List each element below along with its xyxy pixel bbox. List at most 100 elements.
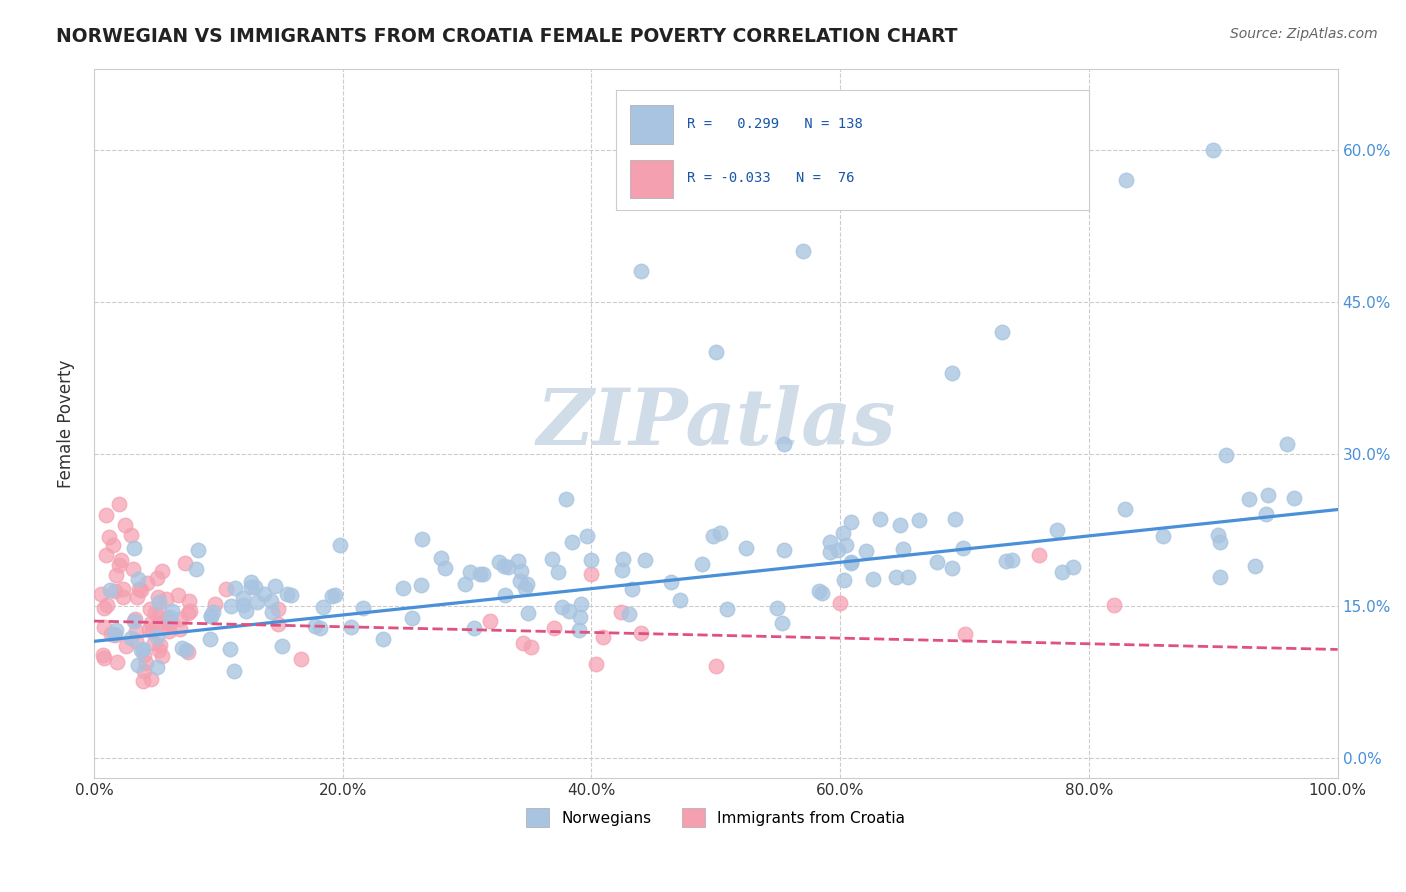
Point — [156, 611, 179, 625]
Point — [148, 616, 170, 631]
Point — [716, 601, 738, 615]
Point — [513, 581, 536, 595]
Point — [1114, 501, 1136, 516]
Point — [101, 538, 124, 552]
Point — [471, 567, 494, 582]
Point — [494, 588, 516, 602]
Point — [1275, 437, 1298, 451]
Point — [124, 612, 146, 626]
Point — [201, 605, 224, 619]
Point — [129, 582, 152, 597]
Point — [690, 558, 713, 572]
Point — [941, 561, 963, 575]
Point — [276, 586, 298, 600]
Point — [1001, 553, 1024, 567]
Point — [496, 560, 519, 574]
Point — [340, 620, 363, 634]
Point — [198, 632, 221, 647]
Point — [612, 552, 634, 566]
Point — [668, 592, 690, 607]
Point — [995, 554, 1018, 568]
Point — [371, 632, 394, 647]
Point — [179, 604, 201, 618]
Point — [1115, 173, 1137, 187]
Point — [232, 599, 254, 613]
Point — [1062, 560, 1084, 574]
Point — [585, 657, 607, 671]
Point — [267, 617, 290, 632]
Point — [907, 513, 929, 527]
Point — [148, 643, 170, 657]
Point — [132, 642, 155, 657]
Point — [215, 582, 238, 597]
Point — [122, 541, 145, 555]
Point — [240, 575, 263, 590]
Point — [488, 555, 510, 569]
Point — [304, 619, 326, 633]
Point — [568, 623, 591, 637]
Point — [187, 542, 209, 557]
Point — [107, 498, 129, 512]
Point — [143, 606, 166, 620]
Point — [516, 606, 538, 620]
Point — [704, 659, 727, 673]
Point — [620, 582, 643, 597]
Point — [146, 631, 169, 645]
Point — [222, 665, 245, 679]
Point — [401, 611, 423, 625]
Point — [869, 512, 891, 526]
Point — [575, 529, 598, 543]
Point — [103, 627, 125, 641]
Point — [554, 492, 576, 507]
Point — [253, 587, 276, 601]
Point — [150, 649, 173, 664]
Point — [832, 525, 855, 540]
Point — [232, 591, 254, 605]
Point — [991, 325, 1014, 339]
Point — [610, 563, 633, 577]
Point — [543, 621, 565, 635]
Point — [120, 631, 142, 645]
Point — [515, 577, 537, 591]
Point — [96, 598, 118, 612]
Point — [704, 345, 727, 359]
Point — [433, 561, 456, 575]
Point — [260, 594, 283, 608]
Point — [129, 642, 152, 657]
Point — [592, 630, 614, 644]
Point — [200, 609, 222, 624]
Point — [630, 264, 652, 278]
Point — [509, 574, 531, 588]
Point — [807, 583, 830, 598]
Point — [897, 569, 920, 583]
Point — [235, 605, 257, 619]
Point — [512, 635, 534, 649]
Point — [855, 544, 877, 558]
Point — [98, 530, 121, 544]
Point — [458, 565, 481, 579]
Point — [520, 640, 543, 655]
Point — [136, 575, 159, 590]
Point — [127, 572, 149, 586]
Point — [173, 557, 195, 571]
Point — [943, 512, 966, 526]
Point — [772, 437, 794, 451]
Point — [770, 616, 793, 631]
Point — [122, 614, 145, 628]
Point — [312, 599, 335, 614]
Point — [953, 626, 976, 640]
Point — [886, 569, 908, 583]
Point — [153, 616, 176, 631]
Point — [125, 624, 148, 638]
Point — [1257, 488, 1279, 502]
Point — [561, 534, 583, 549]
Point — [156, 616, 179, 631]
Point — [830, 596, 852, 610]
Point — [630, 626, 652, 640]
Legend: Norwegians, Immigrants from Croatia: Norwegians, Immigrants from Croatia — [519, 800, 912, 834]
Point — [93, 619, 115, 633]
Point — [174, 643, 197, 657]
Point — [308, 621, 330, 635]
Point — [169, 622, 191, 636]
Point — [492, 559, 515, 574]
